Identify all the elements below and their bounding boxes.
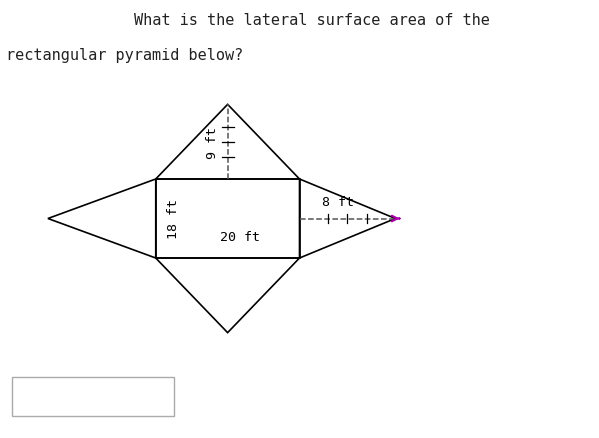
Text: rectangular pyramid below?: rectangular pyramid below? xyxy=(6,48,243,63)
Text: 8 ft: 8 ft xyxy=(322,195,354,208)
Text: 18 ft: 18 ft xyxy=(167,199,180,239)
Text: What is the lateral surface area of the: What is the lateral surface area of the xyxy=(134,13,489,28)
Bar xyxy=(12,377,174,416)
Text: 20 ft: 20 ft xyxy=(220,230,259,243)
Text: 9 ft: 9 ft xyxy=(206,127,219,158)
